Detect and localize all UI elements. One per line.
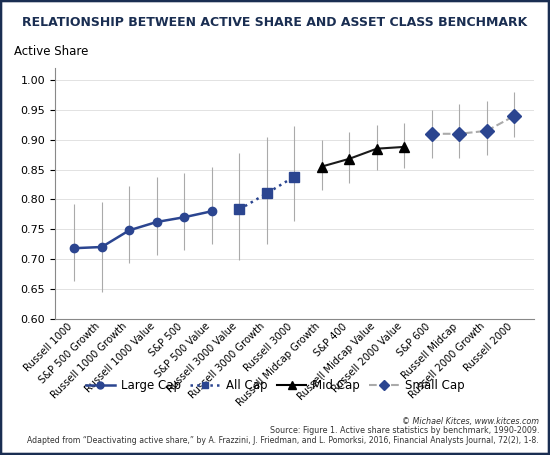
Text: Source: Figure 1. Active share statistics by benchmark, 1990-2009.: Source: Figure 1. Active share statistic… — [270, 426, 539, 435]
Text: © Michael Kitces, www.kitces.com: © Michael Kitces, www.kitces.com — [402, 417, 539, 426]
Text: Active Share: Active Share — [14, 45, 89, 58]
Text: Adapted from “Deactivating active share,” by A. Frazzini, J. Friedman, and L. Po: Adapted from “Deactivating active share,… — [28, 436, 539, 445]
Text: RELATIONSHIP BETWEEN ACTIVE SHARE AND ASSET CLASS BENCHMARK: RELATIONSHIP BETWEEN ACTIVE SHARE AND AS… — [23, 16, 527, 29]
Legend: Large Cap, All Cap, Mid Cap, Small Cap: Large Cap, All Cap, Mid Cap, Small Cap — [81, 374, 469, 397]
